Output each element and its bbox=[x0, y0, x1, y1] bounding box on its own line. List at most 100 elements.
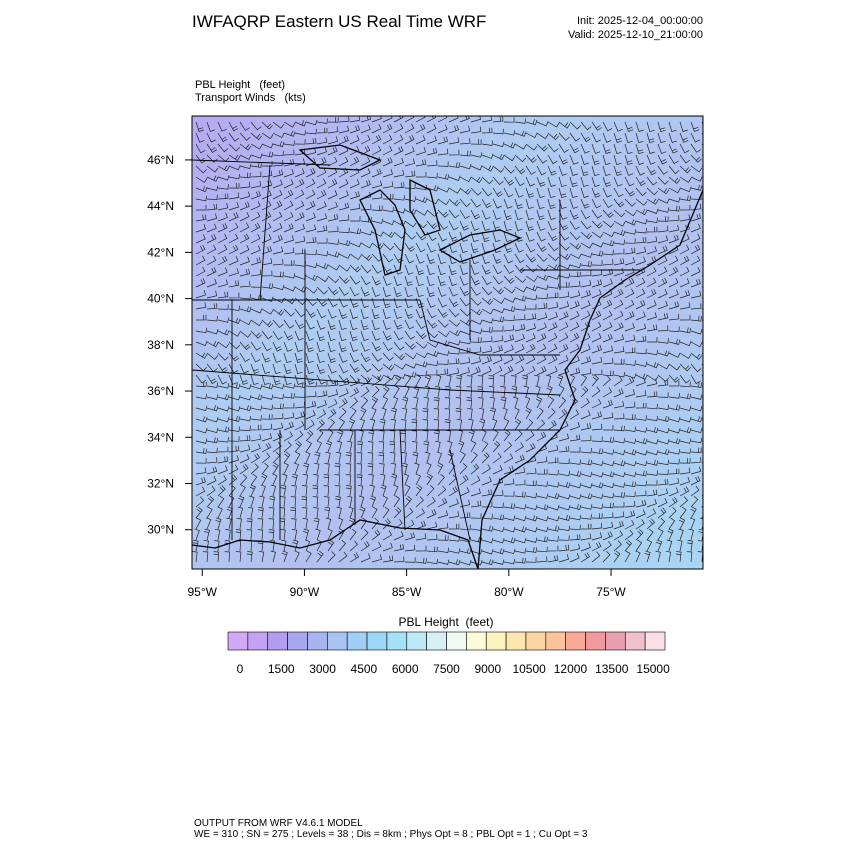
wind-barb bbox=[514, 154, 527, 163]
y-tick-label: 36°N bbox=[147, 384, 174, 398]
wind-barb bbox=[481, 514, 493, 520]
wind-barb bbox=[327, 374, 338, 385]
wind-barb bbox=[323, 496, 330, 508]
wind-barb bbox=[591, 269, 603, 277]
y-tick-label: 38°N bbox=[147, 338, 174, 352]
wind-barb bbox=[349, 407, 357, 420]
wind-barb bbox=[536, 526, 549, 533]
wind-barb bbox=[305, 224, 317, 233]
wind-barb bbox=[404, 220, 417, 228]
wind-barb bbox=[349, 228, 362, 235]
wind-barb bbox=[382, 542, 393, 552]
wind-barb bbox=[613, 372, 626, 378]
wind-barb bbox=[371, 308, 380, 320]
wind-barb bbox=[678, 517, 686, 530]
wind-barb bbox=[591, 299, 602, 310]
wind-barb bbox=[338, 286, 349, 296]
wind-barb bbox=[657, 363, 670, 370]
wind-barb bbox=[503, 209, 512, 221]
colorbar-tick-label: 6000 bbox=[392, 662, 419, 676]
wind-barb bbox=[393, 373, 406, 379]
wind-barb bbox=[345, 485, 352, 497]
wind-barb bbox=[624, 500, 636, 508]
wind-barb bbox=[646, 539, 653, 552]
y-tick-label: 42°N bbox=[147, 245, 174, 259]
colorbar-tick-label: 4500 bbox=[351, 662, 378, 676]
wind-barb bbox=[624, 288, 635, 299]
wind-barb bbox=[390, 462, 397, 475]
wind-barb bbox=[279, 507, 286, 519]
wind-barb bbox=[415, 275, 424, 287]
wind-barb bbox=[580, 209, 591, 220]
wind-barb bbox=[380, 473, 386, 486]
wind-barb bbox=[382, 374, 395, 381]
wind-barb bbox=[569, 421, 580, 431]
wind-barb bbox=[591, 386, 601, 398]
wind-barb bbox=[635, 415, 647, 421]
wind-barb bbox=[690, 394, 703, 400]
wind-barb bbox=[425, 374, 432, 387]
wind-barb bbox=[558, 301, 570, 310]
wind-barb bbox=[305, 236, 317, 244]
wind-barb bbox=[316, 297, 328, 307]
wind-barb bbox=[624, 510, 636, 519]
wind-barb bbox=[459, 474, 469, 486]
wind-barb bbox=[591, 154, 600, 166]
y-tick-label: 46°N bbox=[147, 153, 174, 167]
wind-barb bbox=[325, 517, 332, 530]
wind-barb bbox=[226, 517, 232, 530]
wind-barb bbox=[657, 245, 668, 255]
wind-barb bbox=[404, 519, 415, 530]
wind-barb bbox=[547, 292, 559, 299]
wind-barb bbox=[657, 216, 669, 222]
colorbar-box bbox=[426, 631, 447, 651]
wind-barb bbox=[415, 231, 427, 241]
wind-barb bbox=[305, 168, 316, 178]
wind-barb bbox=[261, 341, 272, 352]
wind-barb bbox=[228, 143, 240, 152]
wind-barb bbox=[668, 215, 680, 222]
wind-barb bbox=[667, 528, 674, 541]
wind-barb bbox=[400, 441, 407, 453]
wind-barb bbox=[195, 165, 207, 174]
wind-barb bbox=[426, 509, 437, 519]
wind-barb bbox=[437, 264, 446, 276]
wind-barb bbox=[558, 321, 569, 332]
wind-barb bbox=[690, 352, 703, 360]
wind-barb bbox=[334, 463, 341, 475]
wind-barb bbox=[624, 219, 637, 226]
wind-barb bbox=[206, 165, 219, 173]
wind-barb bbox=[470, 488, 481, 497]
colorbar-box bbox=[545, 631, 566, 651]
wind-barb bbox=[360, 553, 371, 563]
wind-barb bbox=[272, 352, 282, 363]
wind-barb bbox=[228, 173, 241, 180]
wind-barb bbox=[657, 154, 668, 165]
wind-barb bbox=[602, 370, 614, 377]
wind-barb bbox=[624, 401, 636, 409]
wind-barb bbox=[305, 430, 314, 442]
wind-barb bbox=[404, 264, 414, 275]
wind-barb bbox=[547, 445, 559, 453]
wind-barb bbox=[591, 176, 600, 188]
wind-barb bbox=[327, 297, 338, 308]
wind-barb bbox=[481, 231, 490, 243]
wind-barb bbox=[701, 352, 703, 355]
wind-barb bbox=[444, 419, 451, 431]
wind-barb bbox=[327, 239, 339, 245]
wind-barb bbox=[448, 162, 461, 169]
wind-barb bbox=[371, 145, 382, 156]
wind-barb bbox=[635, 154, 645, 165]
wind-barb bbox=[371, 124, 382, 134]
wind-barb bbox=[195, 506, 203, 519]
wind-barb bbox=[349, 275, 361, 285]
wind-barb bbox=[459, 163, 472, 170]
wind-barb bbox=[415, 171, 427, 178]
wind-barb bbox=[492, 418, 498, 431]
wind-barb bbox=[646, 217, 659, 224]
wind-barb bbox=[514, 295, 527, 302]
atlantic-coast bbox=[477, 189, 703, 569]
wind-barb bbox=[514, 198, 524, 209]
wind-barb bbox=[393, 123, 404, 134]
wind-barb bbox=[558, 231, 570, 241]
